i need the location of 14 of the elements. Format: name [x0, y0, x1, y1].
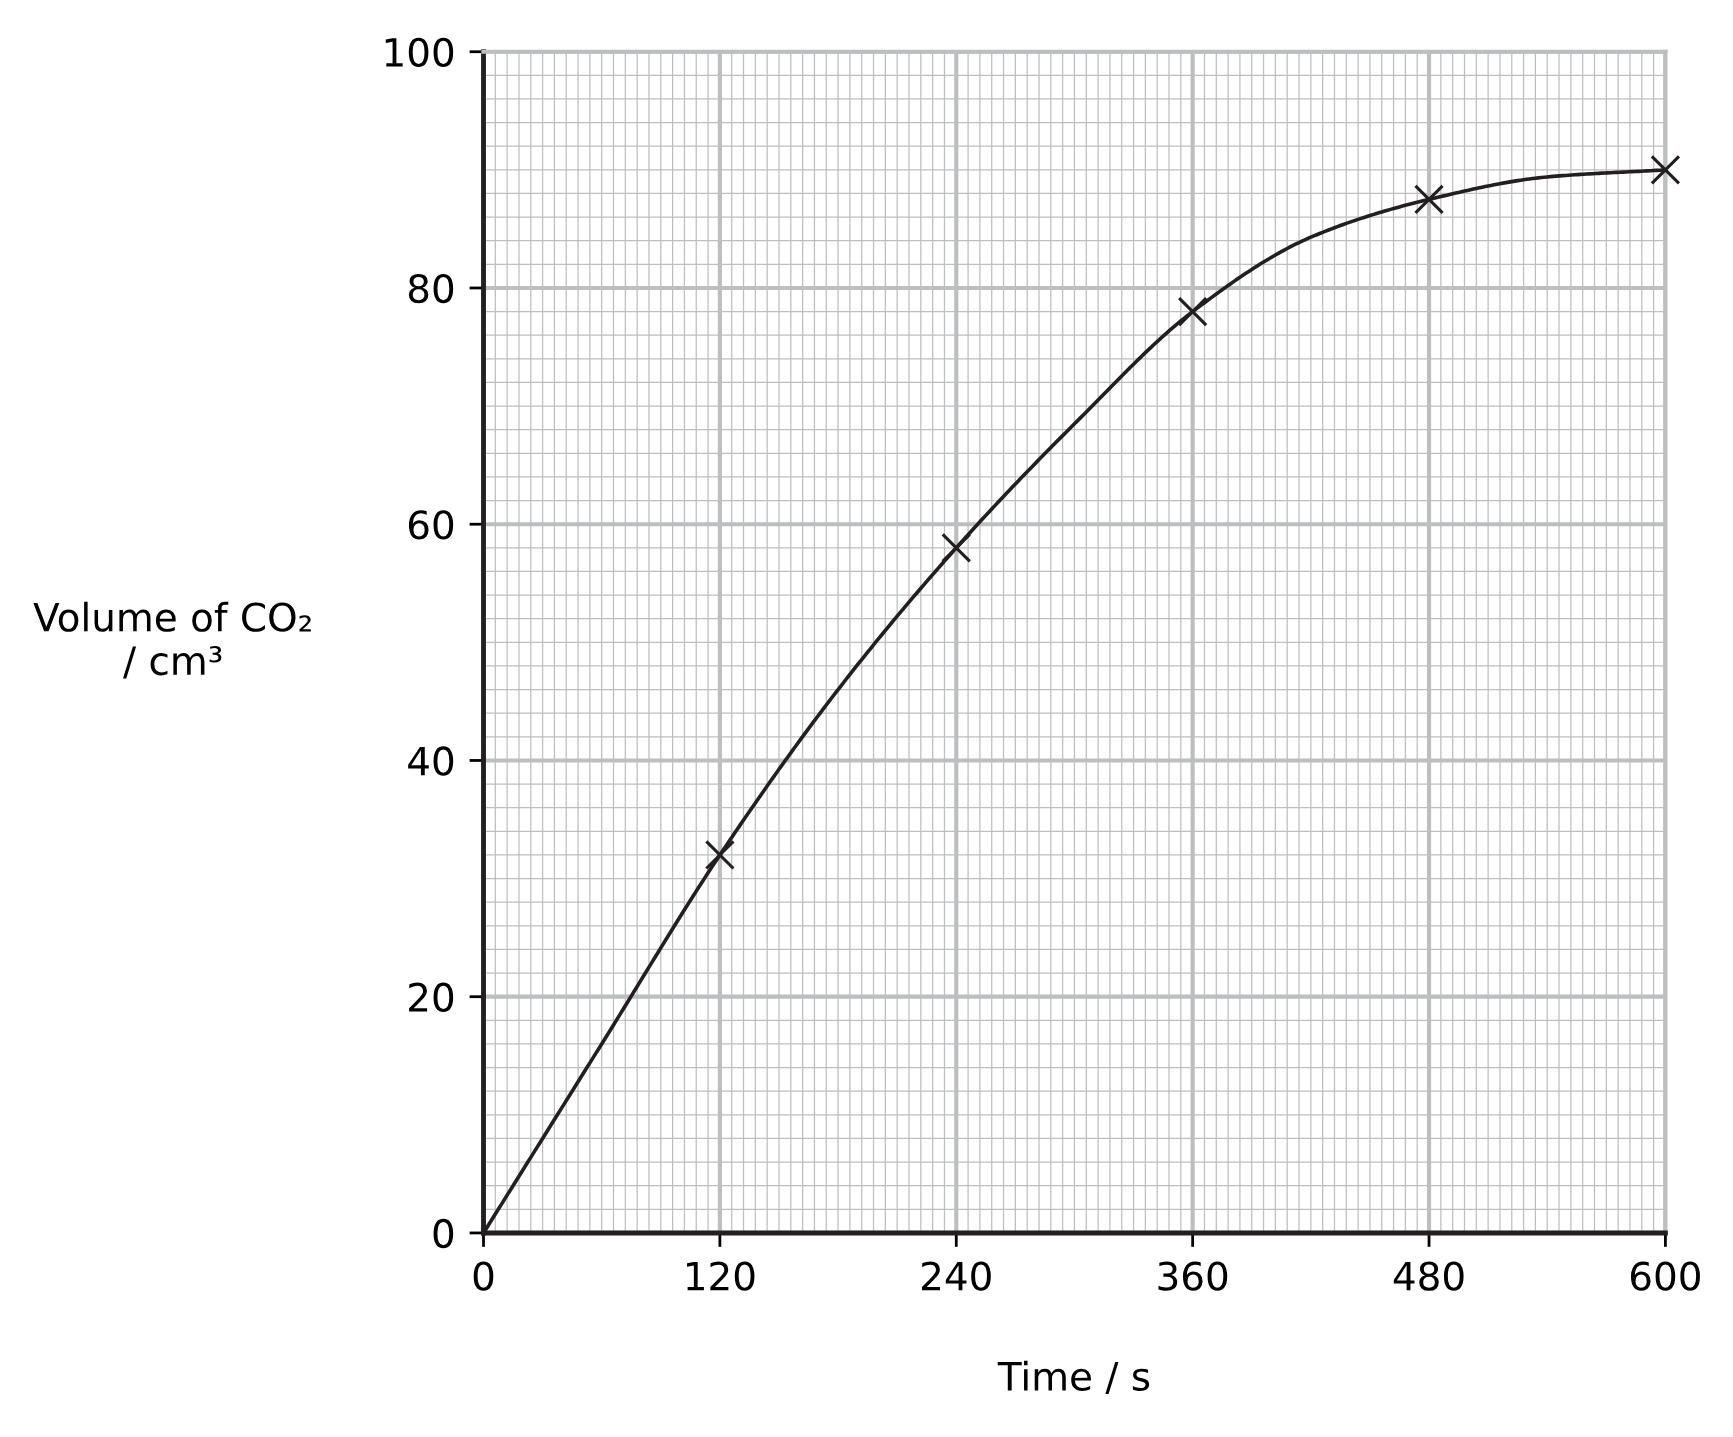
x-tick-label: 0	[473, 1261, 494, 1291]
x-axis-title: Time / s	[997, 1360, 1150, 1395]
y-tick-label: 60	[408, 510, 454, 540]
x-tick-label: 120	[687, 1261, 755, 1291]
y-tick-label: 80	[408, 273, 454, 304]
x-tick-label: 360	[1158, 1261, 1228, 1291]
y-tick-label: 40	[408, 746, 454, 776]
x-tick-label: 480	[1393, 1261, 1464, 1291]
x-tick-label: 600	[1631, 1261, 1700, 1291]
y-axis-title: Volume of CO₂ / cm³	[33, 601, 311, 679]
y-tick-label: 20	[409, 982, 454, 1013]
x-tick-label: 240	[922, 1261, 991, 1291]
y-tick-label: 0	[433, 1218, 454, 1249]
y-tick-label: 100	[385, 37, 454, 68]
